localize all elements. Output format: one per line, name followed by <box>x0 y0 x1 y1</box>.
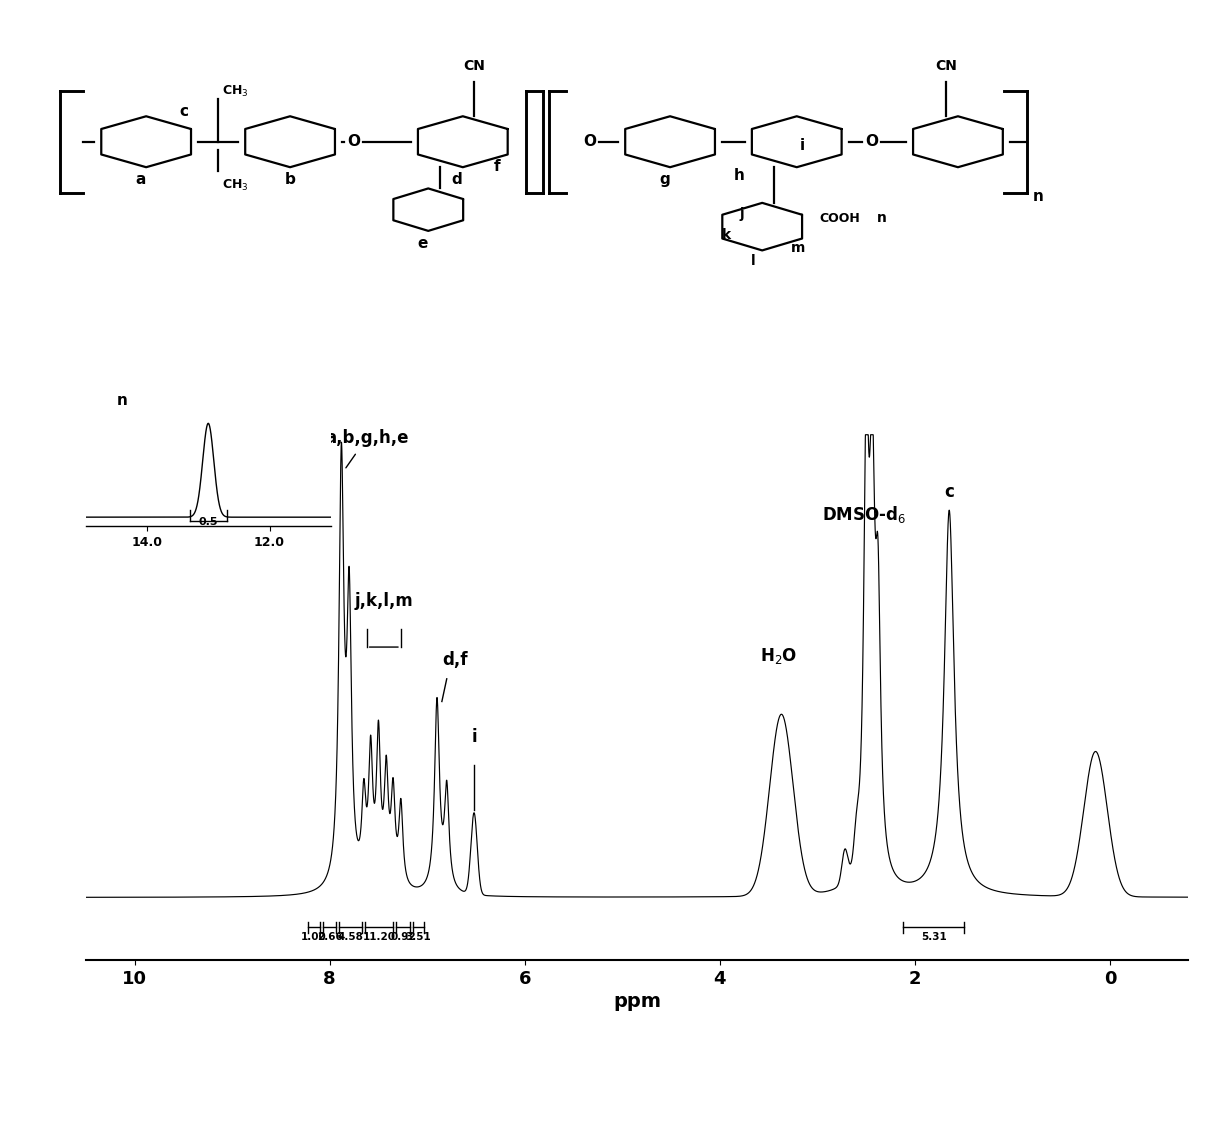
Text: d,f: d,f <box>442 652 467 669</box>
Text: 11.20: 11.20 <box>363 932 396 942</box>
Text: 2.66: 2.66 <box>317 932 343 942</box>
Text: j: j <box>739 207 744 221</box>
Text: COOH: COOH <box>820 213 860 225</box>
Text: 0.5: 0.5 <box>198 517 218 527</box>
Text: i: i <box>472 728 477 746</box>
Text: CN: CN <box>463 58 485 72</box>
Text: O: O <box>865 134 878 150</box>
Text: CN: CN <box>936 58 958 72</box>
Text: l: l <box>751 254 756 267</box>
Text: n: n <box>1033 190 1044 205</box>
Text: c: c <box>179 104 189 119</box>
Text: CH$_3$: CH$_3$ <box>222 85 249 99</box>
Text: e: e <box>418 235 428 250</box>
Text: DMSO-d$_6$: DMSO-d$_6$ <box>822 504 906 525</box>
Text: m: m <box>791 241 805 255</box>
Text: O: O <box>347 134 360 150</box>
Text: 4.58: 4.58 <box>338 932 364 942</box>
Text: f: f <box>494 160 501 175</box>
Text: 5.31: 5.31 <box>921 932 947 942</box>
Text: k: k <box>722 229 731 242</box>
Text: n: n <box>116 393 127 408</box>
Text: g: g <box>659 173 670 187</box>
X-axis label: ppm: ppm <box>612 992 662 1012</box>
Text: 1.00: 1.00 <box>301 932 327 942</box>
Text: H$_2$O: H$_2$O <box>760 646 797 665</box>
Text: i: i <box>800 138 805 153</box>
Text: c: c <box>944 483 954 502</box>
Text: d: d <box>452 173 462 187</box>
Text: 3.51: 3.51 <box>405 932 431 942</box>
Text: b: b <box>284 173 295 187</box>
Text: j,k,l,m: j,k,l,m <box>355 592 414 610</box>
Text: n: n <box>877 211 887 225</box>
Text: CH$_3$: CH$_3$ <box>222 177 249 192</box>
Text: a,b,g,h,e: a,b,g,h,e <box>325 429 408 447</box>
Text: a: a <box>135 173 146 187</box>
Text: h: h <box>734 168 745 183</box>
Text: 0.92: 0.92 <box>390 932 415 942</box>
Text: O: O <box>583 134 597 150</box>
